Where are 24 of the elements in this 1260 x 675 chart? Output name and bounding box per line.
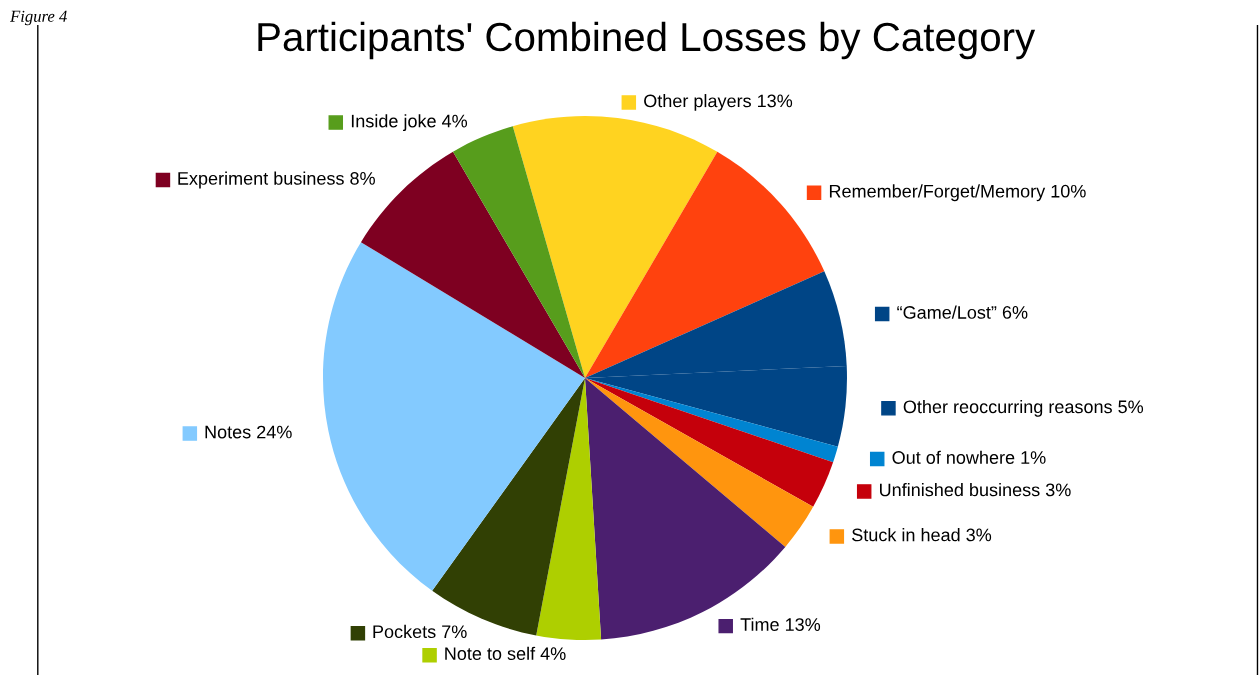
chart-title: Participants' Combined Losses by Category	[258, 21, 1036, 60]
legend-label: Remember/Forget/Memory 10%	[829, 184, 1086, 202]
legend-label: Other reoccurring reasons 5%	[903, 399, 1144, 417]
legend-label: Out of nowhere 1%	[892, 450, 1046, 464]
pie-slice	[585, 378, 786, 640]
legend-label: Time 13%	[740, 617, 821, 631]
legend-label: Other players 13%	[644, 94, 793, 111]
legend-label: Stuck in head 3%	[852, 528, 992, 542]
legend-label: Experiment business 8%	[178, 171, 375, 189]
pie-slice	[323, 242, 585, 591]
legend-label: Note to self 4%	[445, 646, 566, 661]
pie-slice	[585, 378, 814, 547]
legend-label: Inside joke 4%	[351, 114, 468, 132]
legend-label: Notes 24%	[205, 425, 292, 439]
legend-label: “Game/Lost” 6%	[897, 305, 1028, 319]
pie-slice	[452, 126, 585, 378]
pie-slice	[512, 116, 718, 378]
pie-slice	[585, 378, 838, 463]
pie-slice	[585, 151, 825, 378]
pie-slice	[536, 378, 602, 640]
pie-slice	[585, 378, 834, 507]
caption: Figure 4	[9, 10, 67, 26]
legend-label: Unfinished business 3%	[880, 482, 1071, 497]
legend-label: Pockets 7%	[373, 624, 467, 639]
